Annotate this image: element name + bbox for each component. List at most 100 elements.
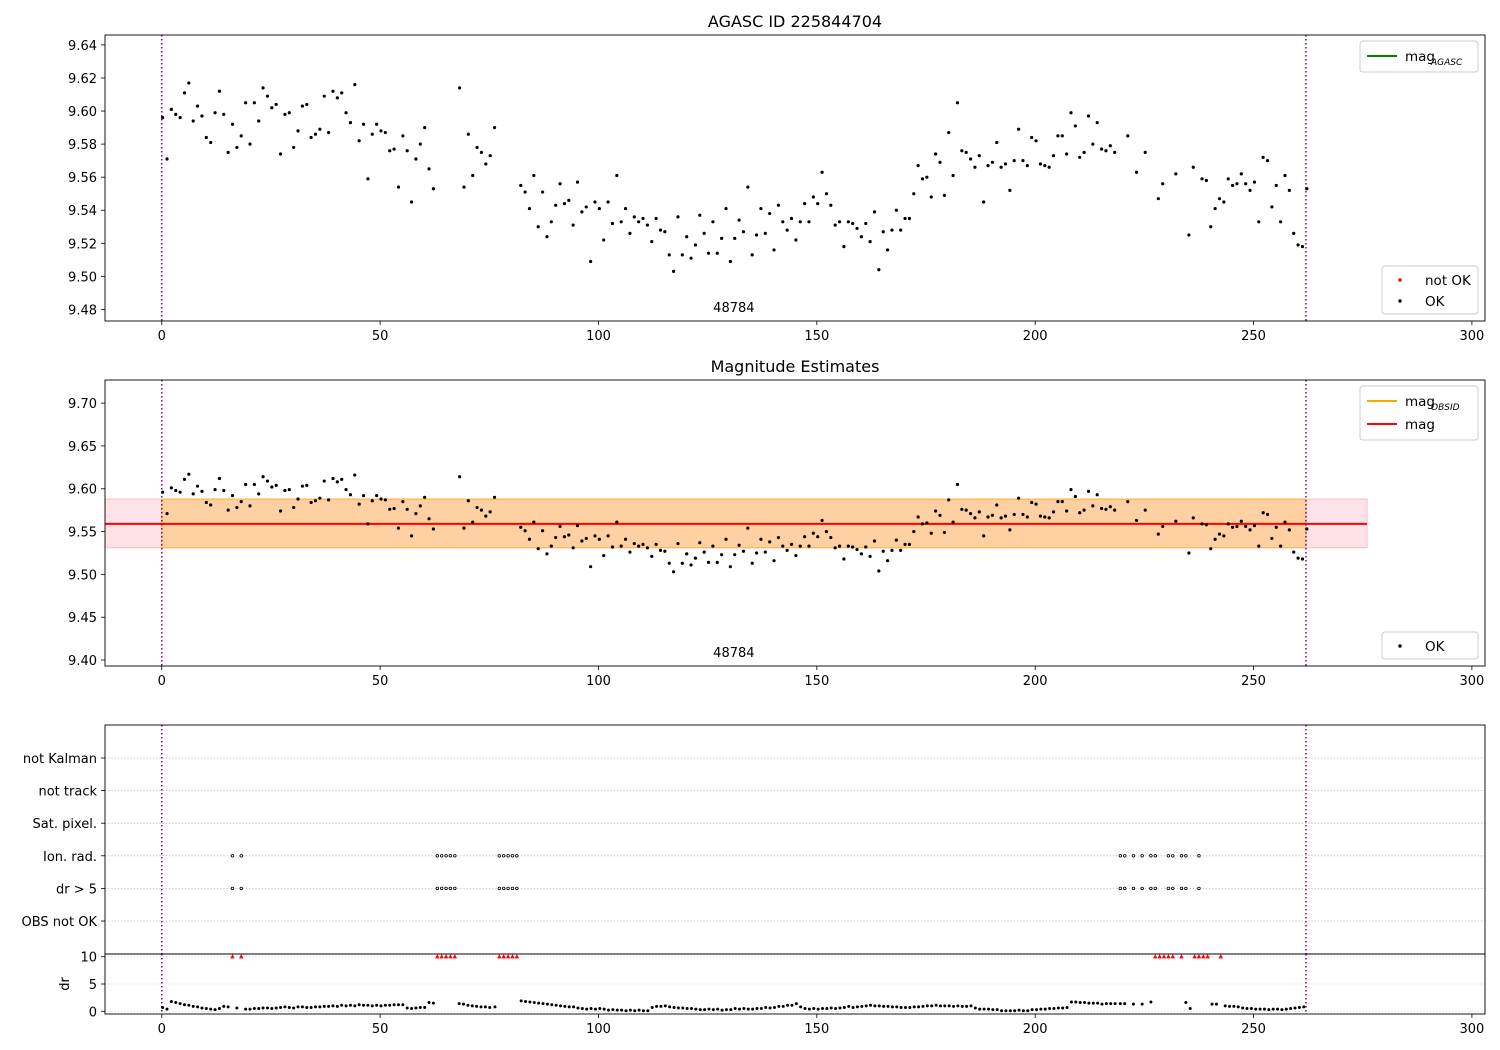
ok-point bbox=[724, 206, 728, 211]
dr-point bbox=[973, 1006, 977, 1010]
axes-frame bbox=[104, 379, 1486, 667]
ok-point bbox=[370, 499, 374, 503]
ok-point bbox=[1134, 518, 1139, 523]
ok-point bbox=[986, 164, 990, 168]
ok-point bbox=[610, 545, 615, 549]
ok-point bbox=[772, 248, 776, 252]
chart-title: AGASC ID 225844704 bbox=[708, 12, 882, 31]
dr-point bbox=[1074, 1000, 1078, 1004]
ok-point bbox=[1252, 180, 1257, 184]
dr-point bbox=[1083, 1001, 1087, 1005]
flag-marker bbox=[1118, 854, 1123, 858]
ok-point bbox=[615, 173, 619, 178]
x-tick-label: 200 bbox=[1023, 329, 1048, 344]
dr-point bbox=[1131, 1002, 1135, 1006]
dr-point bbox=[786, 1003, 790, 1007]
dr-point bbox=[1214, 1002, 1218, 1006]
ok-point bbox=[602, 553, 606, 558]
ok-point bbox=[763, 231, 767, 235]
dr-point bbox=[309, 1005, 313, 1009]
dr-point bbox=[659, 1004, 663, 1008]
ok-point bbox=[1038, 514, 1043, 518]
ok-point bbox=[995, 140, 999, 145]
dr-point bbox=[488, 1005, 492, 1009]
dr-point bbox=[580, 1007, 584, 1011]
dr-point bbox=[838, 1006, 842, 1010]
flag-marker bbox=[1149, 886, 1153, 891]
magnitude-estimates-panel: 9.40 9.45 9.50 9.55 9.60 9.65 9.70 0 50 100 150 200… bbox=[68, 357, 1486, 689]
ok-point bbox=[549, 544, 553, 548]
ok-point bbox=[1060, 499, 1064, 504]
ok-point bbox=[344, 111, 348, 115]
flag-marker bbox=[444, 854, 448, 858]
dr-point bbox=[226, 1005, 230, 1009]
ok-point bbox=[340, 477, 344, 481]
ok-point bbox=[1104, 149, 1108, 153]
dr-clipped-marker bbox=[501, 954, 506, 959]
ok-point bbox=[366, 522, 370, 526]
dr-point bbox=[165, 1007, 169, 1011]
ok-point bbox=[934, 509, 938, 513]
ok-point bbox=[296, 497, 300, 501]
ok-point bbox=[1287, 188, 1291, 192]
legend-box-points bbox=[1381, 631, 1479, 660]
dr-point bbox=[1113, 1002, 1117, 1006]
ok-point bbox=[405, 149, 409, 153]
ok-point bbox=[829, 535, 833, 540]
dr-point bbox=[470, 1004, 474, 1008]
ok-point bbox=[540, 190, 545, 194]
ok-point bbox=[326, 498, 331, 502]
ok-point bbox=[492, 125, 497, 130]
dr-point bbox=[1056, 1006, 1060, 1010]
dr-point bbox=[720, 1008, 724, 1012]
dr-point bbox=[396, 1003, 400, 1007]
dr-point bbox=[1188, 1007, 1192, 1011]
ok-point bbox=[1300, 245, 1305, 249]
ok-point bbox=[890, 228, 894, 232]
legend-point-swatch bbox=[1398, 644, 1402, 648]
ok-point bbox=[1082, 150, 1086, 154]
dr-point bbox=[187, 1003, 191, 1007]
ok-point bbox=[353, 82, 357, 87]
ok-point bbox=[1134, 170, 1139, 174]
ok-point bbox=[1051, 510, 1056, 514]
dr-point bbox=[265, 1006, 269, 1010]
ok-point bbox=[484, 162, 488, 166]
ok-point bbox=[554, 203, 558, 207]
ok-point bbox=[654, 542, 658, 547]
dr-point bbox=[1241, 1006, 1245, 1010]
dr-point bbox=[528, 1000, 532, 1004]
ok-point bbox=[344, 488, 348, 492]
ok-point bbox=[960, 507, 964, 511]
flag-marker bbox=[239, 854, 243, 858]
ok-point bbox=[335, 96, 339, 100]
ok-point bbox=[270, 485, 274, 489]
ok-point bbox=[1274, 525, 1278, 529]
flag-marker bbox=[1131, 886, 1136, 891]
ok-point bbox=[1239, 519, 1243, 523]
ok-point bbox=[610, 221, 615, 226]
ok-point bbox=[1099, 147, 1104, 151]
ok-point bbox=[763, 550, 767, 554]
ok-point bbox=[789, 542, 794, 547]
ok-point bbox=[929, 195, 933, 199]
dr-point bbox=[668, 1005, 672, 1009]
ok-point bbox=[431, 527, 436, 531]
ok-point bbox=[462, 185, 466, 189]
ok-point bbox=[418, 142, 422, 146]
ok-point bbox=[558, 524, 562, 529]
ok-point bbox=[1091, 142, 1095, 146]
ok-point bbox=[195, 484, 200, 488]
ok-point bbox=[1113, 150, 1117, 154]
ok-point bbox=[230, 493, 235, 498]
ok-point bbox=[235, 505, 239, 510]
flag-marker bbox=[510, 854, 515, 858]
ok-point bbox=[1161, 524, 1165, 529]
ok-point bbox=[248, 504, 252, 508]
ok-point bbox=[794, 553, 798, 558]
ok-point bbox=[375, 122, 379, 126]
ok-point bbox=[318, 496, 322, 500]
ok-point bbox=[270, 106, 274, 110]
dr-point bbox=[209, 1007, 213, 1011]
y-tick-label: 9.40 bbox=[68, 654, 97, 669]
